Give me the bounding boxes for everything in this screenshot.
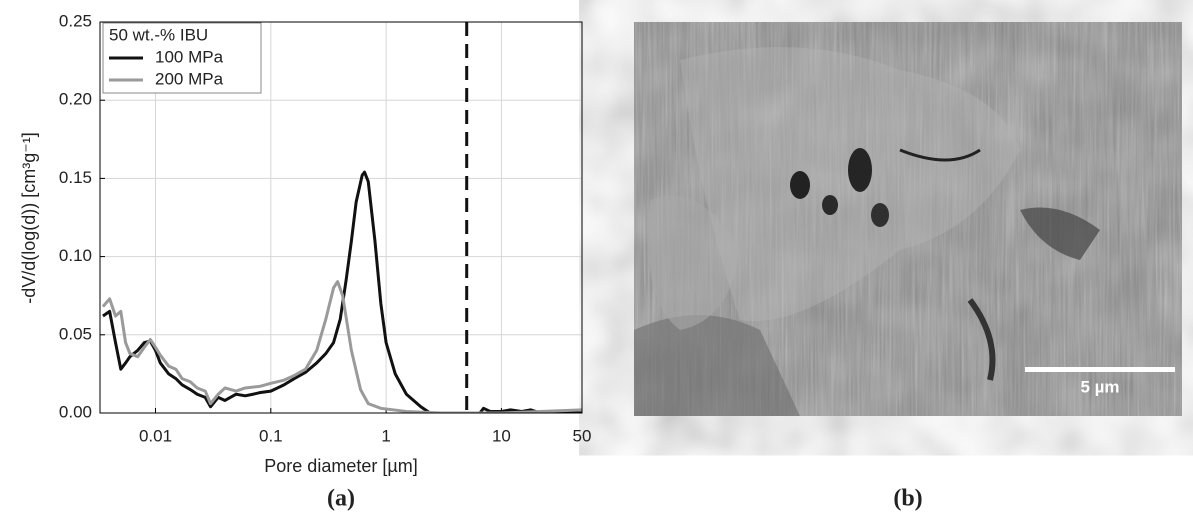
legend-label: 200 MPa [155,69,224,88]
panel-caption: (a) [327,486,355,512]
sem-image: 5 µm [634,22,1182,416]
data-line [102,170,582,413]
legend-label: 100 MPa [155,47,224,66]
y-tick-label: 0.05 [59,324,92,343]
x-tick-label: 1 [381,426,390,445]
x-axis-label: Pore diameter [µm] [264,456,417,476]
scale-bar [1025,367,1175,372]
legend-title: 50 wt.-% IBU [109,25,208,44]
y-axis-label: -dV/d(log(d)) [cm³g⁻¹] [19,132,39,304]
plot-frame [99,21,583,414]
y-tick-label: 0.25 [59,11,92,30]
x-tick-label: 50 [573,426,592,445]
y-tick-label: 0.20 [59,90,92,109]
y-tick-label: 0.10 [59,246,92,265]
x-tick-label: 0.1 [259,426,283,445]
x-tick-label: 10 [492,426,511,445]
scale-label: 5 µm [1080,377,1119,396]
y-tick-label: 0.15 [59,168,92,187]
panel-caption: (b) [893,486,922,512]
x-tick-label: 0.01 [139,426,172,445]
y-tick-label: 0.00 [59,402,92,421]
data-line [101,280,582,413]
